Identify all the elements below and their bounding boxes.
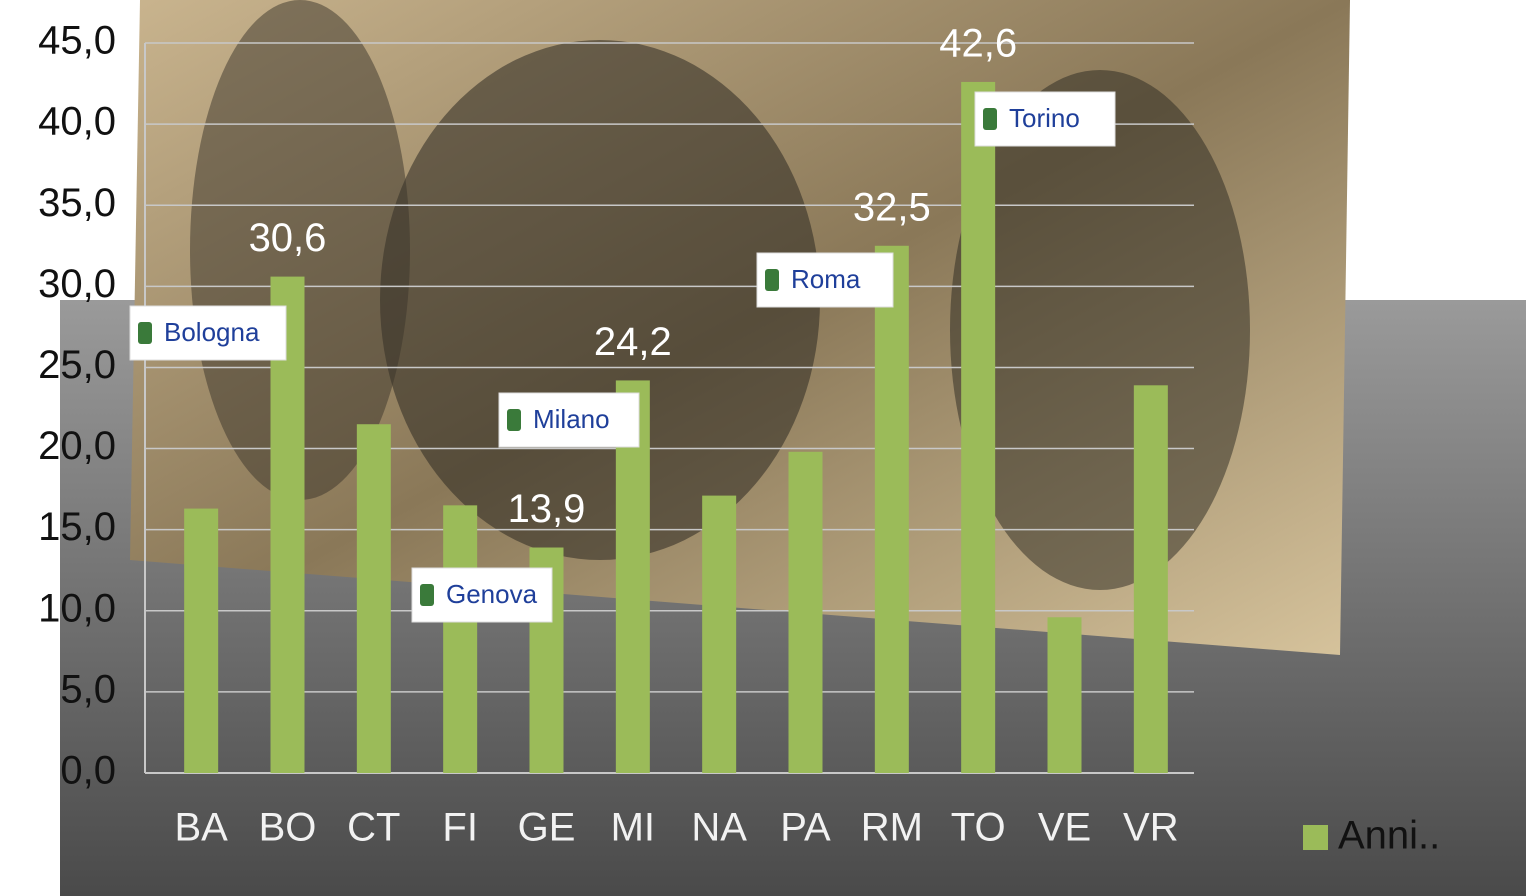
y-tick-label: 25,0 bbox=[38, 343, 116, 387]
background-photo bbox=[190, 0, 410, 500]
city-crest bbox=[765, 269, 779, 291]
x-tick-label: FI bbox=[442, 806, 478, 850]
bar bbox=[443, 505, 478, 773]
city-label: Bologna bbox=[164, 317, 260, 347]
city-badge bbox=[498, 392, 640, 448]
legend-swatch bbox=[1303, 825, 1328, 850]
bar bbox=[788, 451, 823, 773]
bar bbox=[702, 495, 737, 773]
y-tick-label: 30,0 bbox=[38, 262, 116, 306]
x-tick-label: GE bbox=[518, 806, 576, 850]
bar bbox=[874, 245, 909, 773]
city-badge bbox=[129, 305, 287, 361]
y-tick-label: 20,0 bbox=[38, 424, 116, 468]
x-tick-label: VE bbox=[1038, 806, 1091, 850]
y-tick-label: 0,0 bbox=[60, 749, 116, 793]
bar bbox=[1133, 385, 1168, 773]
background-photo bbox=[380, 40, 820, 560]
city-label: Genova bbox=[446, 579, 538, 609]
bar bbox=[356, 424, 391, 773]
y-tick-label: 45,0 bbox=[38, 19, 116, 63]
city-crest bbox=[507, 409, 521, 431]
x-tick-label: PA bbox=[780, 806, 831, 850]
x-tick-label: BO bbox=[259, 806, 317, 850]
x-tick-label: VR bbox=[1123, 806, 1179, 850]
y-tick-label: 40,0 bbox=[38, 100, 116, 144]
city-badge bbox=[756, 252, 894, 308]
bar bbox=[961, 81, 996, 773]
x-tick-label: CT bbox=[347, 806, 400, 850]
city-badge bbox=[411, 567, 553, 623]
x-tick-label: NA bbox=[691, 806, 747, 850]
data-label: 32,5 bbox=[853, 185, 931, 229]
background-photo bbox=[950, 70, 1250, 590]
legend-label: Anni.. bbox=[1338, 814, 1440, 858]
city-badge bbox=[974, 91, 1116, 147]
city-crest bbox=[420, 584, 434, 606]
bar bbox=[1047, 617, 1082, 773]
y-tick-label: 35,0 bbox=[38, 181, 116, 225]
city-label: Milano bbox=[533, 404, 610, 434]
x-tick-label: RM bbox=[861, 806, 923, 850]
x-tick-label: BA bbox=[174, 806, 228, 850]
city-label: Torino bbox=[1009, 103, 1080, 133]
data-label: 30,6 bbox=[249, 216, 327, 260]
x-tick-label: MI bbox=[611, 806, 655, 850]
city-label: Roma bbox=[791, 264, 861, 294]
x-tick-label: TO bbox=[951, 806, 1006, 850]
data-label: 42,6 bbox=[939, 21, 1017, 65]
y-tick-label: 10,0 bbox=[38, 586, 116, 630]
city-crest bbox=[983, 108, 997, 130]
city-crest bbox=[138, 322, 152, 344]
y-tick-label: 15,0 bbox=[38, 505, 116, 549]
bar bbox=[184, 508, 219, 773]
data-label: 24,2 bbox=[594, 320, 672, 364]
y-tick-label: 5,0 bbox=[60, 667, 116, 711]
data-label: 13,9 bbox=[508, 487, 586, 531]
